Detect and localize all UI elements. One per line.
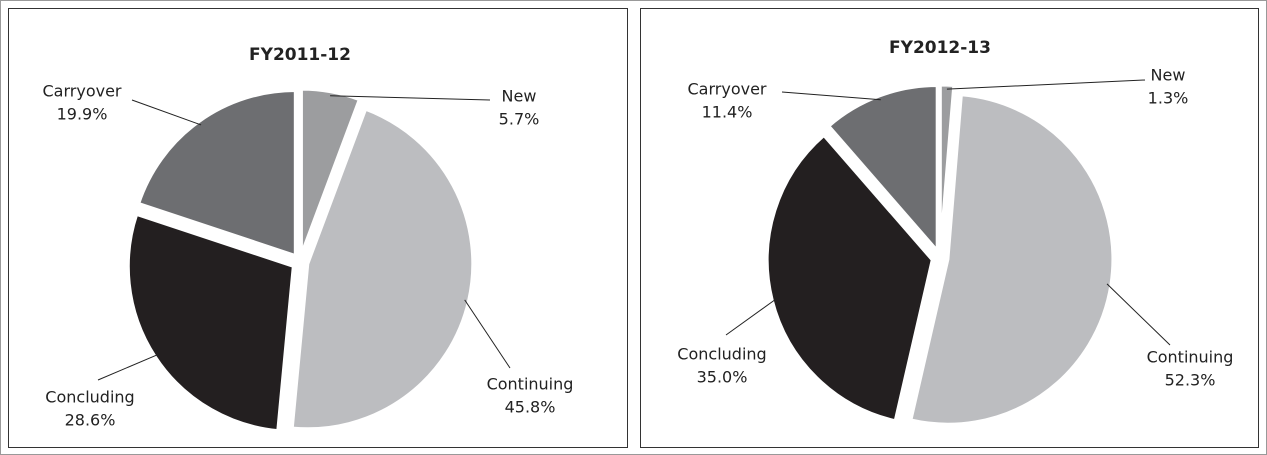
slice-value-label: 28.6% bbox=[65, 411, 116, 430]
pie-slice bbox=[826, 84, 939, 255]
pie-slice bbox=[909, 93, 1115, 426]
slice-label: Concluding bbox=[45, 388, 134, 407]
pie-slice bbox=[765, 133, 934, 423]
leader-line bbox=[131, 99, 202, 126]
slice-value-label: 11.4% bbox=[702, 103, 753, 122]
pie-slice bbox=[126, 212, 295, 433]
pie-slice bbox=[938, 83, 956, 251]
leader-line bbox=[330, 95, 491, 101]
slice-value-label: 45.8% bbox=[505, 398, 556, 417]
slice-label: New bbox=[502, 87, 537, 106]
leader-line bbox=[725, 298, 777, 336]
slice-label: Carryover bbox=[43, 82, 122, 101]
slice-label: Concluding bbox=[677, 345, 766, 364]
slice-value-label: 35.0% bbox=[697, 368, 748, 387]
chart-title: FY2012-13 bbox=[889, 38, 991, 58]
leader-line bbox=[1106, 283, 1171, 346]
pie-slice bbox=[290, 107, 475, 431]
slice-label: Carryover bbox=[688, 80, 767, 99]
leader-line bbox=[781, 91, 881, 101]
slice-label: New bbox=[1151, 66, 1186, 85]
leader-line bbox=[464, 299, 511, 369]
slice-value-label: 1.3% bbox=[1148, 89, 1189, 108]
slice-value-label: 52.3% bbox=[1165, 371, 1216, 390]
pie-slice bbox=[299, 87, 362, 255]
leader-line bbox=[946, 79, 1146, 90]
leader-line bbox=[97, 353, 159, 381]
pie-slice bbox=[136, 89, 297, 258]
slice-value-label: 5.7% bbox=[499, 110, 540, 129]
slice-value-label: 19.9% bbox=[57, 105, 108, 124]
chart-title: FY2011-12 bbox=[249, 45, 351, 65]
slice-label: Continuing bbox=[1147, 348, 1234, 367]
slice-label: Continuing bbox=[487, 375, 574, 394]
